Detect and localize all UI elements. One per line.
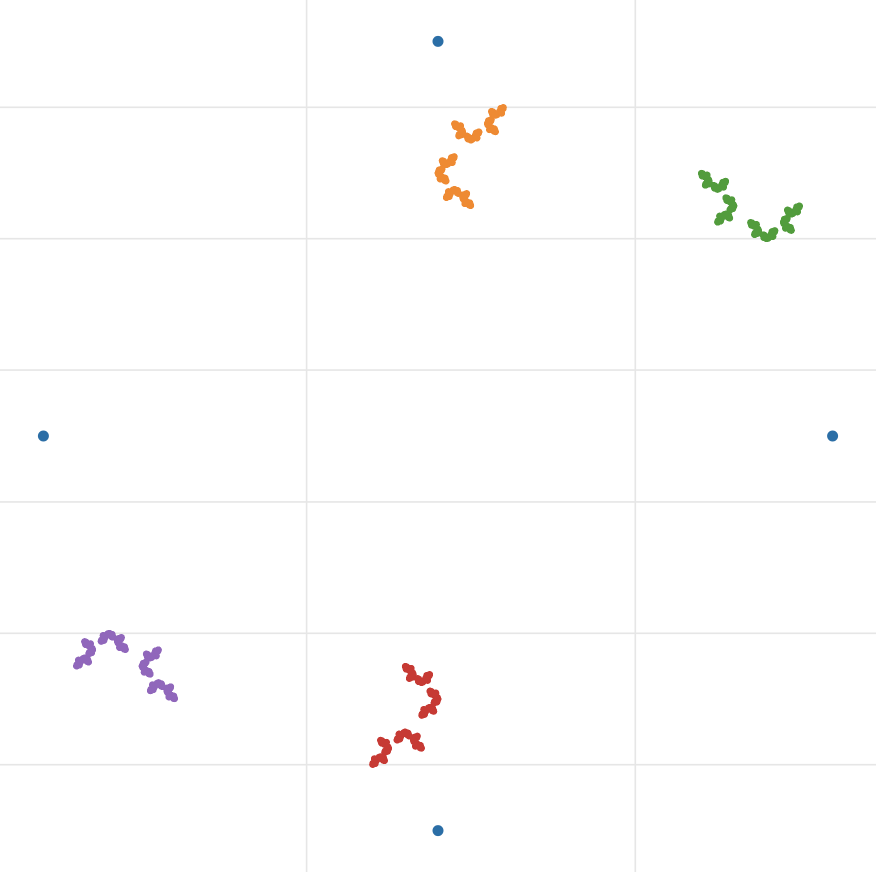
data-point <box>498 109 505 117</box>
data-point <box>703 171 711 179</box>
data-point <box>457 126 465 134</box>
data-point <box>720 212 728 220</box>
data-point <box>785 224 792 231</box>
data-point <box>437 174 445 182</box>
data-point <box>465 135 472 142</box>
data-point <box>454 189 462 197</box>
data-point <box>761 232 768 240</box>
data-point <box>783 215 791 222</box>
data-point <box>705 178 713 186</box>
series-1 <box>698 169 803 242</box>
data-point <box>474 129 482 137</box>
data-point <box>792 207 800 214</box>
data-point <box>491 127 499 135</box>
data-point <box>448 155 456 162</box>
series-0 <box>434 104 507 209</box>
data-point <box>440 158 448 166</box>
data-point <box>463 198 470 206</box>
data-point <box>491 111 499 119</box>
data-point <box>721 178 729 185</box>
data-point <box>446 191 453 198</box>
data-point <box>484 121 492 129</box>
data-point <box>715 185 723 192</box>
data-point <box>768 232 776 239</box>
data-point <box>729 205 736 212</box>
data-point <box>714 217 722 225</box>
data-point <box>452 121 460 128</box>
data-point <box>752 229 760 237</box>
data-point <box>723 195 731 202</box>
data-points <box>73 104 803 768</box>
series-2 <box>369 663 442 768</box>
data-point <box>749 221 756 228</box>
data-point <box>437 167 444 174</box>
